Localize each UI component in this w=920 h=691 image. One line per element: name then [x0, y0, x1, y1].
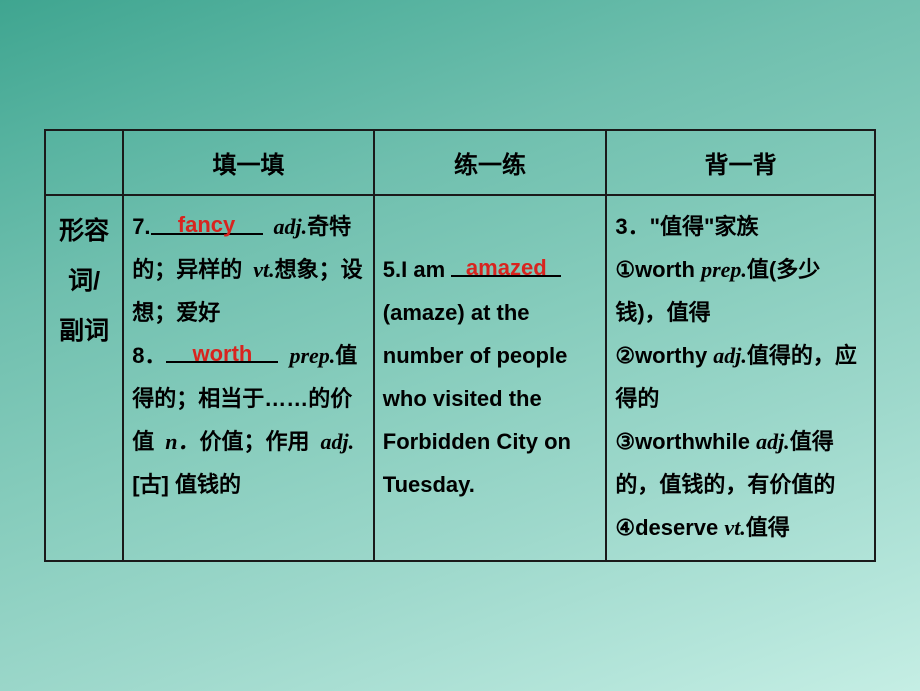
mem1-comma: ，	[645, 300, 667, 325]
prac-rest: at the number of people who visited the …	[383, 300, 571, 497]
item8-pos3: adj.	[320, 429, 354, 454]
item8-pos: prep.	[289, 343, 335, 368]
header-col1: 填一填	[123, 130, 374, 195]
header-col3: 背一背	[606, 130, 875, 195]
prac-pre: I am	[401, 257, 451, 282]
mem4-pos: vt.	[724, 515, 745, 540]
item8-def3: 值钱的	[169, 472, 241, 497]
item7-pos2: vt.	[253, 257, 274, 282]
cell-memorize: 3．"值得"家族 ①worth prep.值(多少钱)，值得 ②worthy a…	[606, 195, 875, 560]
blank-8: worth	[166, 335, 278, 363]
item7-pos: adj.	[274, 214, 308, 239]
hint-open: (	[383, 300, 390, 325]
mem3-word: worthwhile	[635, 429, 756, 454]
answer-7: fancy	[178, 212, 235, 237]
mem1-mark: ①	[615, 257, 635, 282]
mem1-word: worth	[635, 257, 701, 282]
mem-num: 3．	[615, 214, 649, 239]
hint-close: )	[457, 300, 464, 325]
mem3-pos: adj.	[756, 429, 790, 454]
blank-7: fancy	[151, 206, 263, 234]
item8-num: 8．	[132, 343, 166, 368]
item8-bracket: [古]	[132, 472, 169, 497]
mem1-pos: prep.	[701, 257, 747, 282]
cell-fill-in: 7.fancy adj.奇特的；异样的 vt.想象；设想；爱好 8．worth …	[123, 195, 374, 560]
hint-word: amaze	[390, 300, 457, 325]
mem4-def: 值得	[746, 515, 790, 540]
header-blank	[45, 130, 123, 195]
mem4-mark: ④	[615, 515, 635, 540]
item8-pos2: n．	[165, 429, 199, 454]
table-body-row: 形容词/副词 7.fancy adj.奇特的；异样的 vt.想象；设想；爱好 8…	[45, 195, 875, 560]
item8-def2: 价值；作用	[199, 429, 309, 454]
cell-practice: 5.I am amazed (amaze) at the number of p…	[374, 195, 607, 560]
slide-background: 填一填 练一练 背一背 形容词/副词 7.fancy adj.奇特的；异样的 v…	[0, 0, 920, 691]
mem2-word: worthy	[635, 343, 713, 368]
mem4-word: deserve	[635, 515, 724, 540]
blank-5: amazed	[451, 249, 561, 277]
mem-title: "值得"家族	[650, 214, 759, 239]
answer-5: amazed	[466, 255, 547, 280]
answer-8: worth	[192, 341, 252, 366]
mem1-defb: 值得	[667, 300, 711, 325]
mem2-mark: ②	[615, 343, 635, 368]
row-header-pos: 形容词/副词	[45, 195, 123, 560]
header-col2: 练一练	[374, 130, 607, 195]
prac-num: 5.	[383, 257, 401, 282]
vocab-table: 填一填 练一练 背一背 形容词/副词 7.fancy adj.奇特的；异样的 v…	[44, 129, 876, 561]
mem3-mark: ③	[615, 429, 635, 454]
table-header-row: 填一填 练一练 背一背	[45, 130, 875, 195]
mem2-pos: adj.	[713, 343, 747, 368]
item7-num: 7.	[132, 214, 150, 239]
